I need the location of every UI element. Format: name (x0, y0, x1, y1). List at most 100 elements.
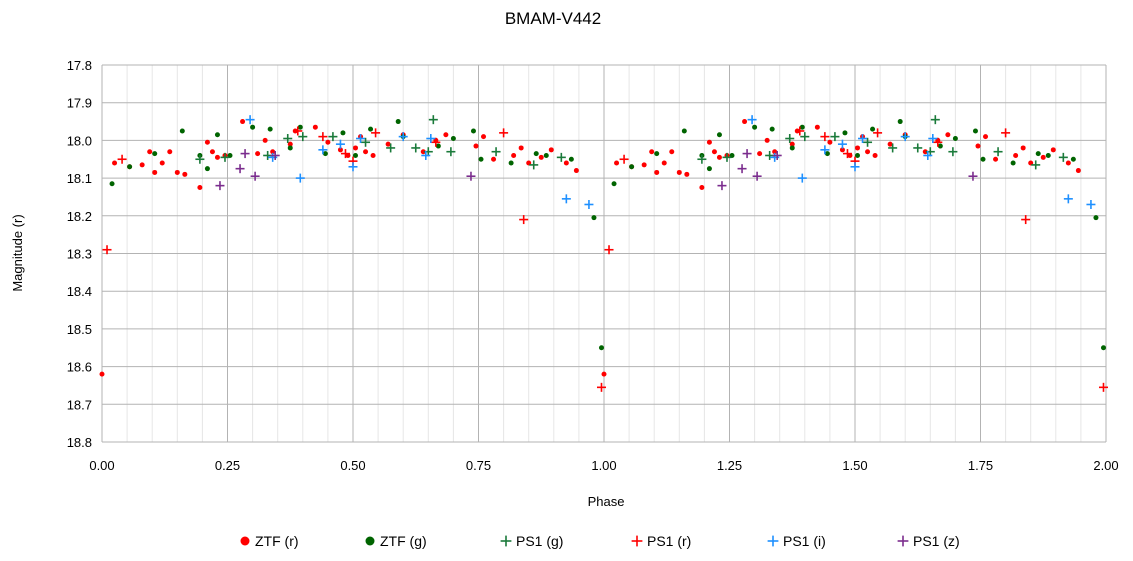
data-point (195, 154, 205, 164)
data-point (830, 132, 840, 142)
data-point (697, 154, 707, 164)
data-point (518, 145, 524, 151)
data-point (699, 185, 705, 191)
data-point (561, 194, 571, 204)
data-point (443, 132, 449, 138)
data-point (945, 132, 951, 138)
data-point (649, 149, 655, 155)
data-point (270, 149, 276, 155)
legend-label: PS1 (i) (783, 533, 826, 549)
data-point (654, 151, 660, 157)
data-point (772, 149, 778, 155)
data-point (619, 154, 629, 164)
data-point (1045, 152, 1051, 158)
data-point (99, 371, 105, 377)
data-point (706, 166, 712, 172)
data-point (1010, 160, 1016, 166)
data-point (267, 126, 273, 132)
x-tick-label: 1.75 (968, 458, 993, 473)
data-point (1063, 194, 1073, 204)
data-point (421, 150, 431, 160)
data-point (363, 149, 369, 155)
data-point (706, 139, 712, 145)
data-point (1050, 147, 1056, 153)
y-axis-ticks: 17.8 17.9 18.0 18.1 18.2 18.3 18.4 18.5 18.6 18.7… (67, 58, 92, 450)
data-point (340, 130, 346, 136)
series-group (195, 115, 1068, 170)
data-point (556, 152, 566, 162)
data-point (1065, 160, 1071, 166)
data-point (722, 152, 732, 162)
data-point (747, 115, 757, 125)
data-point (764, 137, 770, 143)
legend-item: PS1 (i) (767, 533, 826, 549)
data-point (337, 147, 343, 153)
data-point (428, 115, 438, 125)
data-point (1020, 145, 1026, 151)
data-point (785, 134, 795, 144)
data-point (371, 128, 381, 138)
legend-marker (500, 535, 512, 547)
data-point (1070, 156, 1076, 162)
legend-marker (897, 535, 909, 547)
data-point (255, 151, 261, 157)
data-point (968, 171, 978, 181)
data-point (800, 132, 810, 142)
data-point (858, 134, 868, 144)
data-point (1040, 154, 1046, 160)
x-tick-label: 1.25 (717, 458, 742, 473)
data-point (435, 143, 441, 149)
data-point (293, 126, 303, 136)
x-tick-label: 1.50 (842, 458, 867, 473)
data-point (983, 134, 989, 140)
data-point (948, 147, 958, 157)
data-point (827, 139, 833, 145)
data-point (933, 137, 943, 147)
data-point (654, 169, 660, 175)
data-point (684, 171, 690, 177)
data-point (214, 132, 220, 138)
data-point (928, 134, 938, 144)
data-point (478, 156, 484, 162)
data-point (298, 132, 308, 142)
legend-label: PS1 (r) (647, 533, 691, 549)
data-point (661, 160, 667, 166)
data-point (481, 134, 487, 140)
data-point (863, 137, 873, 147)
data-point (604, 245, 614, 255)
data-point (598, 345, 604, 351)
data-point (820, 132, 830, 142)
data-point (752, 124, 758, 130)
y-tick-label: 18.1 (67, 171, 92, 186)
data-point (499, 128, 509, 138)
legend-item: ZTF (r) (240, 533, 299, 549)
y-tick-label: 18.2 (67, 209, 92, 224)
legend-marker (631, 535, 643, 547)
data-point (742, 119, 748, 125)
data-point (842, 130, 848, 136)
data-point (795, 126, 805, 136)
y-tick-label: 18.7 (67, 397, 92, 412)
legend-label: ZTF (r) (255, 533, 299, 549)
data-point (897, 119, 903, 125)
data-point (361, 137, 371, 147)
data-point (270, 150, 280, 160)
data-point (235, 164, 245, 174)
data-point (842, 149, 852, 159)
data-point (937, 143, 943, 149)
data-point (109, 181, 115, 187)
data-point (209, 149, 215, 155)
data-point (923, 150, 933, 160)
data-point (850, 162, 860, 172)
data-point (348, 162, 358, 172)
data-point (204, 139, 210, 145)
data-point (263, 150, 273, 160)
data-point (872, 152, 878, 158)
data-point (1075, 168, 1081, 174)
data-point (368, 126, 374, 132)
data-point (717, 181, 727, 191)
data-point (174, 169, 180, 175)
data-point (491, 147, 501, 157)
y-tick-label: 18.4 (67, 284, 92, 299)
data-point (335, 139, 345, 149)
